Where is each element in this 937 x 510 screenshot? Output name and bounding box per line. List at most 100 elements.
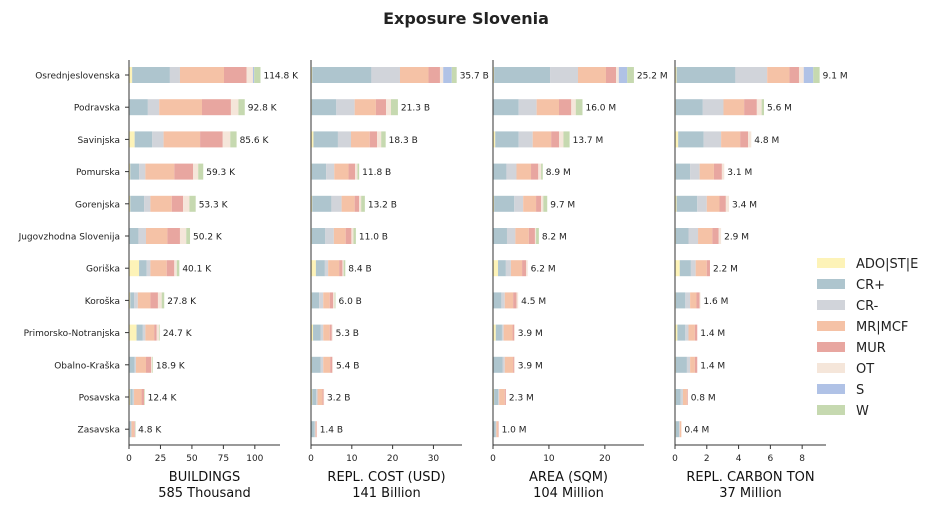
bar-segment xyxy=(325,228,334,244)
category-label: Goriška xyxy=(86,264,120,275)
total-label: 59.3 K xyxy=(206,168,236,178)
bar-segment xyxy=(316,421,317,438)
bar-segment xyxy=(501,292,505,309)
total-label: 35.7 B xyxy=(460,72,489,82)
bar-segment xyxy=(627,67,634,83)
legend-swatch xyxy=(817,405,845,415)
bar-segment xyxy=(129,67,133,83)
bar-segment xyxy=(134,389,142,405)
bar-segment xyxy=(141,389,145,405)
bar-segment xyxy=(156,324,160,341)
total-label: 8.9 M xyxy=(546,168,571,178)
bar-segment xyxy=(179,228,187,244)
x-tick-label: 100 xyxy=(246,454,263,464)
bar-segment xyxy=(697,195,707,212)
panel-4: 9.1 M 5.6 M 4.8 M 3.1 M 3.4 M 2.9 M 2.2 M 1.6 M… xyxy=(672,60,848,501)
bar-segment xyxy=(504,292,514,309)
bar-segment xyxy=(311,195,313,212)
bar-segment xyxy=(690,163,700,180)
bar-segment xyxy=(130,421,132,438)
bar-segment xyxy=(675,131,679,148)
total-label: 3.1 M xyxy=(727,168,752,178)
bar-segment xyxy=(493,131,496,148)
bar-segment xyxy=(371,67,400,83)
bar-segment xyxy=(712,228,719,244)
bar-segment xyxy=(337,131,351,148)
bar-segment xyxy=(331,195,342,212)
bar-segment xyxy=(390,99,398,116)
bar-segment xyxy=(498,389,500,405)
bar-segment xyxy=(688,324,695,341)
bar-segment xyxy=(696,292,700,309)
bar-segment xyxy=(493,228,507,244)
bar-segment xyxy=(193,163,199,180)
legend-swatch xyxy=(817,300,845,310)
bar-segment xyxy=(495,324,502,341)
bar-segment xyxy=(493,324,496,341)
total-label: 0.8 M xyxy=(691,394,716,404)
panel-1: 114.8 K 92.8 K 85.6 K 59.3 K 53.3 K 50.2 K 40.… xyxy=(126,60,299,501)
total-label: 1.4 M xyxy=(700,361,725,371)
legend-label: W xyxy=(856,404,869,419)
bar-segment xyxy=(690,260,696,277)
bar-segment xyxy=(166,260,175,277)
bar-segment xyxy=(494,195,515,212)
bar-segment xyxy=(144,195,151,212)
total-label: 4.5 M xyxy=(521,297,546,307)
legend-swatch xyxy=(817,258,845,268)
category-label: Savinjska xyxy=(77,136,120,146)
bar-segment xyxy=(323,356,331,373)
total-label: 4.8 K xyxy=(138,426,162,436)
bar-segment xyxy=(319,292,324,309)
bar-segment xyxy=(129,389,131,405)
chart-title: Exposure Slovenia xyxy=(383,9,549,28)
bar-segment xyxy=(145,356,152,373)
bar-segment xyxy=(359,195,362,212)
bar-segment xyxy=(354,99,376,116)
category-label: Podravska xyxy=(74,104,120,114)
x-tick-label: 8 xyxy=(799,454,805,464)
total-label: 8.2 M xyxy=(542,233,567,243)
bar-segment xyxy=(224,67,247,83)
bar-segment xyxy=(493,260,499,277)
bar-segment xyxy=(493,292,502,309)
total-label: 2.9 M xyxy=(724,233,749,243)
bar-segment xyxy=(179,67,225,83)
bar-segment xyxy=(152,131,164,148)
total-label: 4.8 M xyxy=(754,136,779,146)
total-label: 5.4 B xyxy=(336,361,359,371)
total-label: 18.9 K xyxy=(156,361,186,371)
total-label: 13.7 M xyxy=(573,136,604,146)
bar-segment xyxy=(136,324,143,341)
bar-segment xyxy=(605,67,617,83)
total-label: 3.9 M xyxy=(518,361,543,371)
bar-segment xyxy=(690,292,697,309)
legend-label: MR|MCF xyxy=(856,320,908,335)
bar-segment xyxy=(675,260,680,277)
bar-segment xyxy=(246,67,253,83)
bar-segment xyxy=(740,131,749,148)
bar-segment xyxy=(320,356,324,373)
bar-segment xyxy=(134,421,136,438)
bar-segment xyxy=(130,292,135,309)
bar-segment xyxy=(761,99,765,116)
bar-segment xyxy=(323,389,325,405)
bar-segment xyxy=(616,67,619,83)
bar-segment xyxy=(254,67,261,83)
bar-segment xyxy=(675,389,681,405)
bar-segment xyxy=(675,324,678,341)
bar-segment xyxy=(518,99,537,116)
bar-segment xyxy=(501,324,504,341)
bar-segment xyxy=(531,163,539,180)
bar-segment xyxy=(688,228,699,244)
bar-segment xyxy=(129,324,137,341)
bar-segment xyxy=(312,67,372,83)
total-label: 2.2 M xyxy=(713,265,738,275)
x-tick-label: 0 xyxy=(672,454,678,464)
x-tick-label: 0 xyxy=(308,454,314,464)
bar-segment xyxy=(528,228,535,244)
bar-segment xyxy=(518,131,533,148)
bar-segment xyxy=(536,99,559,116)
bar-segment xyxy=(134,356,136,373)
bar-segment xyxy=(129,163,131,180)
